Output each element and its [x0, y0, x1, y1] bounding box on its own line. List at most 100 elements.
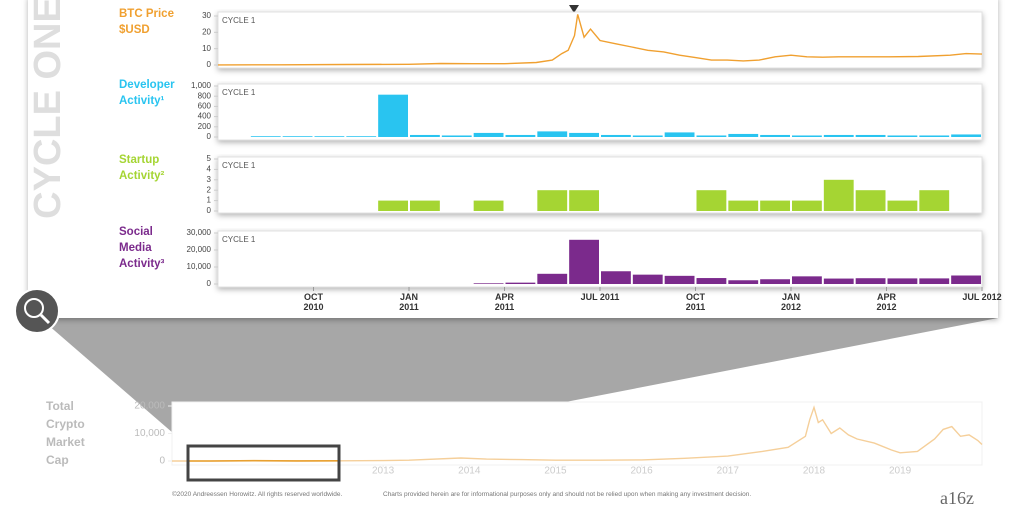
- plot-frame: [217, 83, 983, 141]
- bar: [569, 239, 599, 284]
- bar: [314, 136, 345, 137]
- bar: [919, 278, 950, 284]
- bar: [792, 135, 822, 137]
- bar: [887, 200, 918, 211]
- panel-label: CYCLE 1: [222, 235, 256, 244]
- bar: [601, 271, 631, 284]
- x-tick-label: APR 2012: [876, 292, 897, 312]
- y-tick-label: 10,000: [187, 262, 212, 271]
- magnifier-handle: [39, 313, 51, 325]
- bar: [855, 278, 886, 284]
- plot-frame: [217, 230, 983, 288]
- y-tick-label: 20: [202, 27, 211, 36]
- bar: [250, 136, 281, 137]
- x-tick-label: 2018: [803, 466, 826, 477]
- bar: [441, 135, 472, 137]
- bar: [505, 134, 536, 137]
- bar: [792, 276, 822, 284]
- bar: [410, 200, 440, 211]
- bar: [569, 132, 599, 137]
- bar: [601, 134, 631, 137]
- y-tick-label: 2: [207, 185, 212, 194]
- bar: [696, 135, 727, 137]
- footer: Charts provided herein are for informati…: [383, 491, 752, 498]
- bar: [664, 275, 695, 284]
- bar: [951, 134, 981, 137]
- y-tick-label: 30,000: [187, 228, 212, 237]
- y-tick-label: 200: [198, 122, 212, 131]
- magnifier-lens: [24, 298, 44, 318]
- bar: [537, 190, 568, 211]
- y-tick-label: 0: [207, 279, 212, 288]
- y-tick-label: 30: [202, 11, 211, 20]
- bar: [728, 200, 759, 211]
- bar: [378, 200, 408, 211]
- bar: [887, 135, 918, 137]
- panel-label: CYCLE 1: [222, 16, 256, 25]
- bar: [632, 274, 663, 284]
- bar: [473, 132, 504, 137]
- y-tick-label: 3: [207, 175, 212, 184]
- bar: [823, 134, 854, 137]
- plot-frame: [171, 401, 983, 466]
- magnifier: [14, 288, 60, 334]
- y-tick-label: 10,000: [134, 428, 165, 439]
- bar: [282, 136, 313, 137]
- dev-title: Developer Activity¹: [119, 79, 175, 107]
- y-tick-label: 0: [207, 60, 212, 69]
- x-tick-label: 2019: [889, 466, 912, 477]
- side-title: CYCLE ONE: [27, 0, 69, 219]
- btc-title: BTC Price $USD: [119, 8, 174, 36]
- bar: [855, 190, 886, 211]
- y-tick-label: 600: [198, 102, 212, 111]
- x-tick-label: 2016: [631, 466, 654, 477]
- bar: [410, 134, 440, 137]
- bar: [951, 275, 981, 284]
- x-tick-label: JUL 2011: [580, 292, 620, 302]
- y-tick-label: 0: [207, 132, 212, 141]
- y-tick-label: 20,000: [187, 245, 212, 254]
- y-tick-label: 10: [202, 44, 211, 53]
- x-tick-label: 2015: [544, 466, 567, 477]
- bar: [696, 278, 727, 284]
- bar: [919, 135, 950, 137]
- bar: [792, 200, 822, 211]
- bar: [537, 131, 568, 137]
- bar: [823, 278, 854, 284]
- footer: ©2020 Andreessen Horowitz. All rights re…: [172, 491, 343, 498]
- y-tick-label: 20,000: [134, 401, 165, 412]
- panel-label: CYCLE 1: [222, 88, 256, 97]
- line: [172, 405, 983, 462]
- y-tick-label: 5: [207, 154, 212, 163]
- bar: [760, 134, 790, 137]
- y-tick-label: 1: [207, 196, 212, 205]
- x-tick-label: APR 2011: [494, 292, 515, 312]
- bar: [760, 200, 790, 211]
- x-tick-label: OCT 2010: [303, 292, 324, 312]
- startup-title: Startup Activity²: [119, 154, 165, 182]
- bar: [855, 134, 886, 137]
- plot-frame: [217, 156, 983, 214]
- bar: [823, 179, 854, 211]
- x-tick-label: JAN 2011: [399, 292, 419, 312]
- bar: [505, 282, 536, 284]
- peak-marker: [569, 5, 579, 13]
- bar: [919, 190, 950, 211]
- bar: [760, 279, 790, 284]
- social-title: Social Media Activity³: [119, 226, 165, 270]
- x-tick-label: 2013: [372, 466, 395, 477]
- logo: a16z: [940, 488, 974, 506]
- bar: [696, 190, 727, 211]
- bar: [632, 135, 663, 137]
- y-tick-label: 800: [198, 91, 212, 100]
- bar: [473, 200, 504, 211]
- bar: [569, 190, 599, 211]
- bar: [378, 94, 408, 137]
- y-tick-label: 0: [159, 456, 165, 467]
- y-tick-label: 400: [198, 112, 212, 121]
- x-tick-label: 2017: [717, 466, 740, 477]
- zoom-box: [186, 444, 341, 482]
- x-tick-label: 2014: [458, 466, 481, 477]
